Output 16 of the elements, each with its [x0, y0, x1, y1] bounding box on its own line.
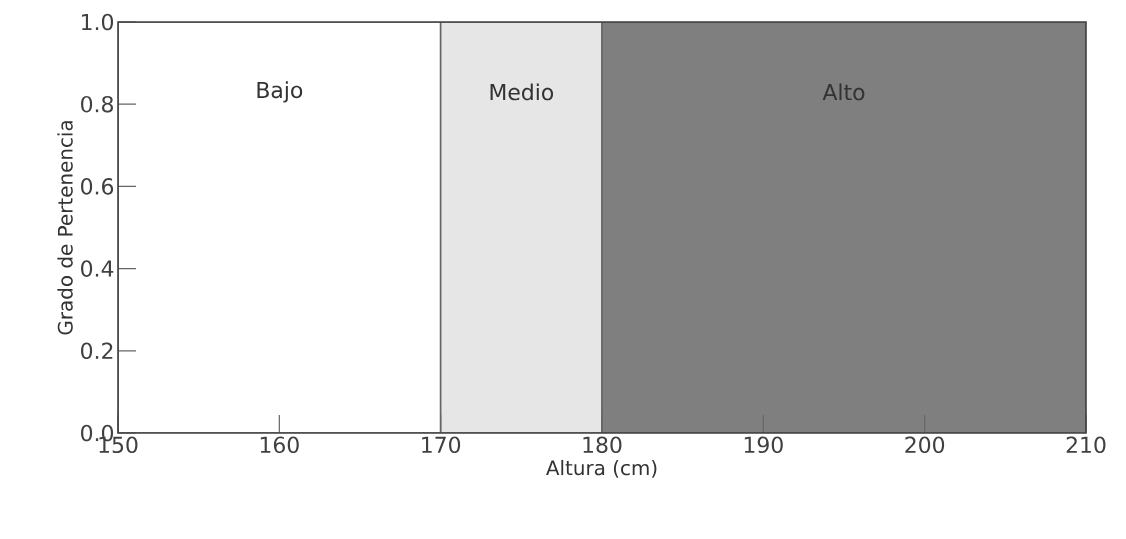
- x-tick-label: 210: [1066, 436, 1106, 454]
- series-label: Alto: [822, 83, 865, 101]
- x-tick-label: 200: [905, 436, 945, 454]
- y-axis-title: Grado de Pertenencia: [57, 121, 73, 335]
- x-tick-label: 170: [422, 436, 461, 454]
- series-label: Medio: [490, 83, 554, 101]
- series-label: Bajo: [257, 81, 303, 103]
- y-tick-label: 0.8: [81, 95, 113, 113]
- x-tick-label: 190: [744, 436, 783, 454]
- x-axis-title: Altura (cm): [546, 459, 657, 478]
- x-tick-label: 160: [260, 436, 299, 454]
- y-tick-label: 0.4: [81, 260, 114, 277]
- x-tick-label: 180: [583, 436, 622, 454]
- y-tick-label: 1.0: [82, 13, 114, 31]
- y-tick-label: 0.2: [81, 342, 113, 360]
- y-tick-label: 0.6: [81, 178, 114, 195]
